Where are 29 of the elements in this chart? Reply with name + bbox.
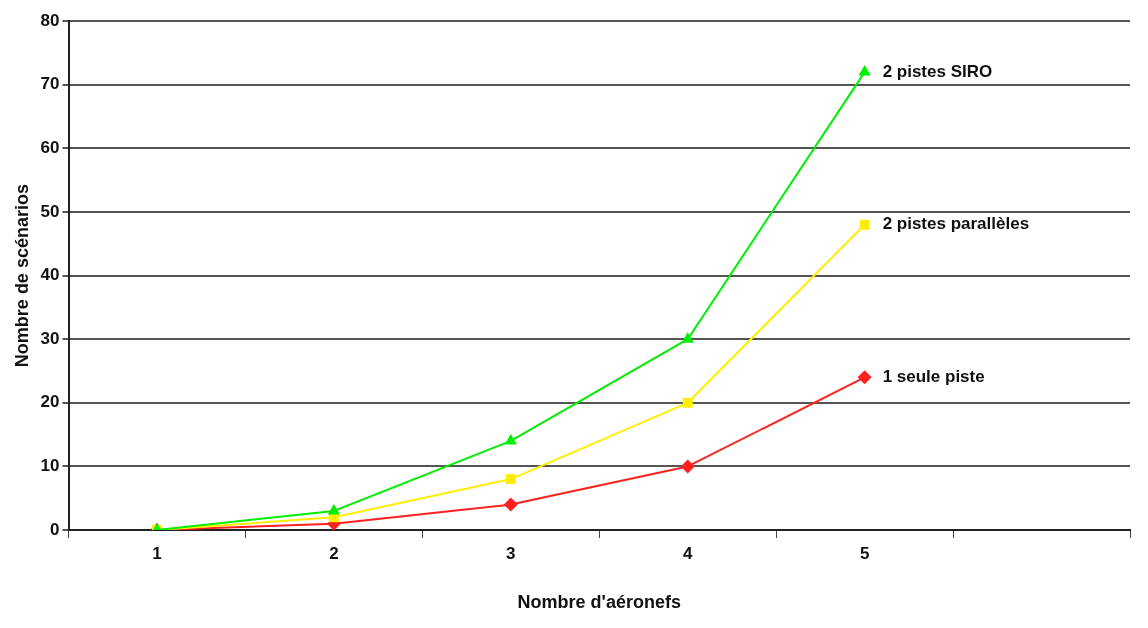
point xyxy=(681,332,694,343)
series-label: 1 seule piste xyxy=(882,367,985,387)
y-tick-label: 60 xyxy=(40,138,60,158)
x-tick-label: 1 xyxy=(152,543,162,563)
point xyxy=(682,397,693,408)
y-tick-label: 10 xyxy=(40,456,60,476)
series-label: 2 pistes parallèles xyxy=(882,214,1030,234)
point xyxy=(503,497,518,512)
y-tick-label: 40 xyxy=(40,265,60,285)
y-tick-label: 50 xyxy=(40,201,60,221)
y-tick-label: 80 xyxy=(40,10,60,30)
y-axis-title: Nombre de scénarios xyxy=(11,184,32,368)
y-tick-label: 0 xyxy=(50,519,60,539)
x-tick-label: 3 xyxy=(506,543,516,563)
point xyxy=(857,370,872,385)
point xyxy=(859,219,870,230)
point xyxy=(505,474,516,485)
point xyxy=(327,503,340,515)
y-tick-label: 30 xyxy=(40,328,60,348)
x-tick-label: 5 xyxy=(859,543,870,563)
x-tick-label: 2 xyxy=(329,543,339,563)
x-tick-label: 4 xyxy=(682,543,693,563)
point xyxy=(504,433,517,445)
y-tick-label: 70 xyxy=(40,74,60,94)
series-label: 2 pistes SIRO xyxy=(882,61,993,81)
point xyxy=(858,65,871,76)
point xyxy=(680,459,695,474)
x-axis-title: Nombre d'aéronefs xyxy=(517,592,681,613)
y-tick-label: 20 xyxy=(40,392,60,412)
